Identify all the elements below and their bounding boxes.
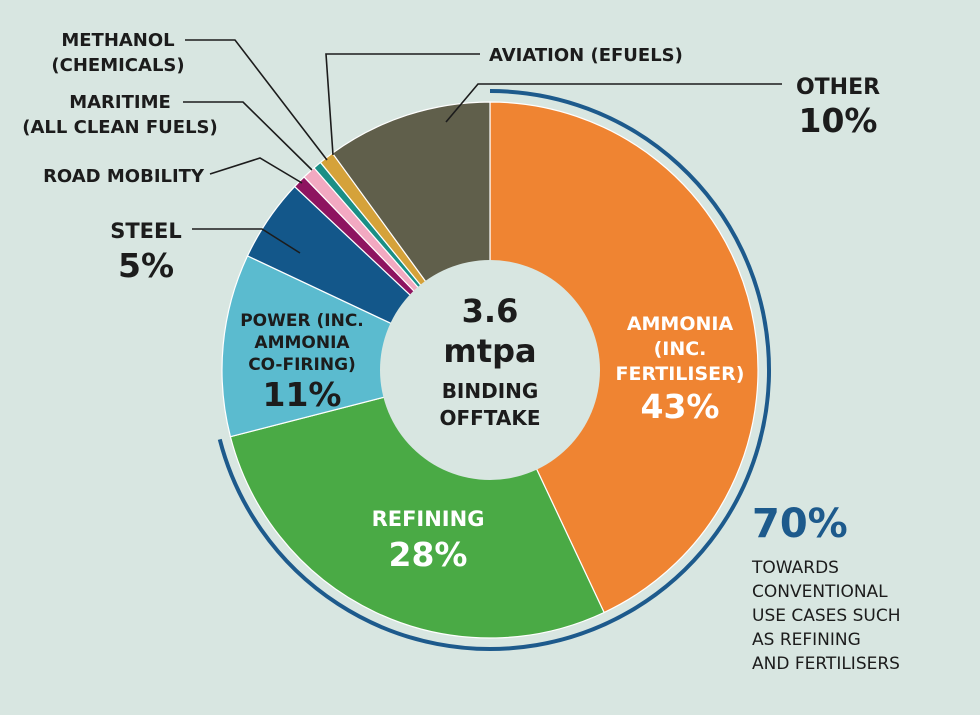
refining-label: REFINING bbox=[372, 507, 485, 531]
steel-percent: 5% bbox=[118, 246, 174, 285]
power-label-1: POWER (INC. bbox=[240, 311, 364, 331]
power-label-2: AMMONIA bbox=[254, 333, 350, 353]
aviation-leader bbox=[325, 53, 480, 156]
steel-label: STEEL bbox=[110, 219, 182, 243]
ammonia-label-1: AMMONIA bbox=[627, 313, 734, 335]
annotation-line-1: TOWARDS bbox=[751, 558, 839, 578]
center-label-2: OFFTAKE bbox=[439, 406, 540, 430]
annotation-line-5: AND FERTILISERS bbox=[752, 654, 900, 674]
conventional-use-bracket bbox=[217, 89, 771, 651]
center-value: 3.6 bbox=[462, 292, 519, 330]
ammonia-label-2: (INC. bbox=[654, 338, 707, 360]
power-percent: 11% bbox=[263, 375, 342, 414]
road-label: ROAD MOBILITY bbox=[43, 166, 205, 187]
aviation-label: AVIATION (EFUELS) bbox=[489, 45, 683, 66]
methanol-leader bbox=[185, 39, 328, 161]
ammonia-percent: 43% bbox=[641, 387, 720, 426]
donut-hole bbox=[380, 260, 600, 480]
road-leader bbox=[209, 157, 303, 184]
power-label-3: CO-FIRING) bbox=[248, 355, 356, 375]
slice-ammonia bbox=[489, 101, 759, 614]
maritime-leader bbox=[183, 101, 313, 171]
maritime-label-1: MARITIME bbox=[69, 92, 171, 113]
ammonia-label-3: FERTILISER) bbox=[616, 363, 745, 385]
annotation-line-3: USE CASES SUCH bbox=[752, 606, 901, 626]
slice-power bbox=[221, 255, 492, 438]
other-percent: 10% bbox=[799, 101, 878, 140]
center-label-1: BINDING bbox=[442, 379, 539, 403]
methanol-label-1: METHANOL bbox=[61, 30, 174, 51]
methanol-label-2: (CHEMICALS) bbox=[51, 55, 184, 76]
center-unit: mtpa bbox=[443, 332, 536, 370]
maritime-label-2: (ALL CLEAN FUELS) bbox=[22, 117, 217, 138]
annotation-line-4: AS REFINING bbox=[752, 630, 861, 650]
other-label: OTHER bbox=[796, 75, 880, 100]
refining-percent: 28% bbox=[389, 535, 468, 574]
annotation-value: 70% bbox=[752, 501, 848, 547]
annotation-line-2: CONVENTIONAL bbox=[752, 582, 888, 602]
steel-leader bbox=[192, 228, 301, 254]
other-leader bbox=[445, 83, 782, 123]
